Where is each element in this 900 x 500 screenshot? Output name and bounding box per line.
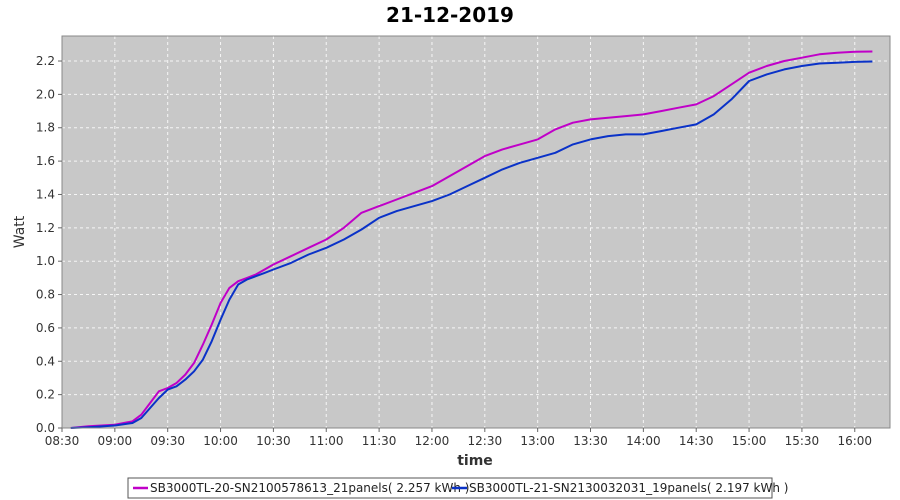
y-tick-label: 2.0 bbox=[36, 87, 55, 101]
x-tick-label: 10:30 bbox=[256, 434, 291, 448]
y-tick-label: 0.2 bbox=[36, 388, 55, 402]
x-tick-label: 12:30 bbox=[468, 434, 503, 448]
plot-border bbox=[61, 35, 891, 429]
legend: SB3000TL-20-SN2100578613_21panels( 2.257… bbox=[127, 477, 788, 499]
chart-title: 21-12-2019 bbox=[386, 3, 514, 27]
x-tick-label: 12:00 bbox=[415, 434, 450, 448]
plot-area bbox=[61, 35, 891, 429]
y-tick-label: 1.2 bbox=[36, 221, 55, 235]
y-tick-label: 0.0 bbox=[36, 421, 55, 435]
y-tick-label: 1.6 bbox=[36, 154, 55, 168]
x-tick-label: 14:30 bbox=[679, 434, 714, 448]
x-tick-label: 16:00 bbox=[837, 434, 872, 448]
legend-label-series-2: SB3000TL-21-SN2130032031_19panels( 2.197… bbox=[469, 481, 788, 495]
x-tick-label: 13:00 bbox=[520, 434, 555, 448]
y-tick-label: 2.2 bbox=[36, 54, 55, 68]
x-tick-label: 09:00 bbox=[98, 434, 133, 448]
y-tick-label: 0.8 bbox=[36, 288, 55, 302]
legend-label-series-1: SB3000TL-20-SN2100578613_21panels( 2.257… bbox=[150, 481, 469, 495]
y-tick-label: 0.4 bbox=[36, 354, 55, 368]
x-axis-label: time bbox=[457, 453, 493, 469]
grid-lines bbox=[61, 36, 890, 429]
x-tick-label: 13:30 bbox=[573, 434, 608, 448]
legend-box bbox=[127, 477, 773, 499]
y-axis-label: Watt bbox=[12, 215, 28, 248]
x-tick-label: 15:00 bbox=[732, 434, 767, 448]
series-lines bbox=[70, 50, 873, 429]
x-tick-label: 08:30 bbox=[45, 434, 80, 448]
x-tick-label: 14:00 bbox=[626, 434, 661, 448]
y-tick-label: 0.6 bbox=[36, 321, 55, 335]
y-tick-label: 1.4 bbox=[36, 187, 55, 201]
y-tick-label: 1.8 bbox=[36, 121, 55, 135]
series-line-2 bbox=[70, 60, 873, 429]
x-tick-label: 11:00 bbox=[309, 434, 344, 448]
x-tick-label: 10:00 bbox=[203, 434, 238, 448]
x-tick-label: 11:30 bbox=[362, 434, 397, 448]
x-tick-label: 09:30 bbox=[150, 434, 185, 448]
y-axis: 0.0 0.2 0.4 0.6 0.8 1.0 1.2 1.4 1.6 1.8 2.0 2.2 bbox=[36, 54, 62, 435]
y-tick-label: 1.0 bbox=[36, 254, 55, 268]
x-axis: 08:30 09:00 09:30 10:00 10:30 11:00 11:30 12:00… bbox=[45, 428, 872, 448]
x-tick-label: 15:30 bbox=[785, 434, 820, 448]
series-line-1 bbox=[70, 50, 873, 429]
